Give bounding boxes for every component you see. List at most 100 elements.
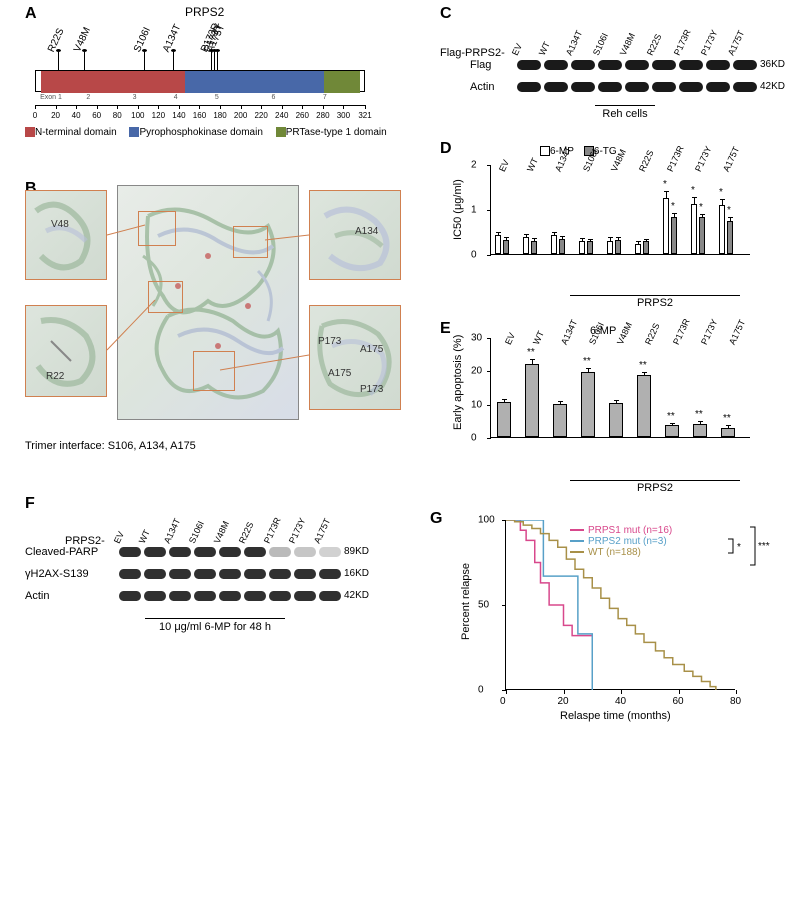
blot-band <box>652 60 676 70</box>
panel-e-ylabel: Early apoptosis (%) <box>452 335 464 430</box>
legend-item: PRTase-type 1 domain <box>276 127 387 138</box>
panel-d-xgroup: PRPS2 <box>570 295 740 309</box>
blot-band <box>169 569 191 579</box>
blot-band <box>544 60 568 70</box>
marker-line <box>214 52 215 70</box>
star: * <box>671 201 675 212</box>
bar <box>693 424 707 437</box>
blot-band <box>319 547 341 557</box>
bar <box>615 240 621 254</box>
xtick: V48M <box>615 321 634 347</box>
blot-band <box>119 591 141 601</box>
axis-tick-label: 321 <box>358 111 371 120</box>
blot-band <box>219 569 241 579</box>
blot-band <box>544 82 568 92</box>
col-label: P173Y <box>699 28 719 57</box>
xtick: 80 <box>730 696 741 707</box>
blot-band <box>244 547 266 557</box>
exon-label: 3 <box>133 94 137 101</box>
panel-e-xgroup: PRPS2 <box>570 480 740 494</box>
xtick: WT <box>525 156 540 173</box>
xtick: WT <box>531 329 546 346</box>
panel-a-title: PRPS2 <box>185 5 224 19</box>
blot-band <box>598 60 622 70</box>
star: ** <box>639 360 647 371</box>
inset-v48-label: V48 <box>51 219 69 230</box>
bar <box>691 204 697 254</box>
row-label: Actin <box>470 81 494 93</box>
col-label: A134T <box>162 517 182 545</box>
exon-label: 6 <box>271 94 275 101</box>
blot-band <box>244 591 266 601</box>
xtick: R22S <box>643 322 662 347</box>
bar <box>523 237 529 254</box>
inset-r22-label: R22 <box>46 371 64 382</box>
bar <box>719 205 725 255</box>
axis-tick-label: 20 <box>51 111 60 120</box>
xtick: 40 <box>615 696 626 707</box>
blot-band <box>144 591 166 601</box>
col-label: A175T <box>726 29 746 57</box>
ytick: 1 <box>471 205 477 216</box>
col-label: EV <box>112 530 126 545</box>
col-label: WT <box>537 40 552 57</box>
bar <box>699 217 705 254</box>
axis-tick-label: 160 <box>193 111 206 120</box>
blot-band <box>219 547 241 557</box>
col-label: V48M <box>212 519 231 545</box>
bar <box>579 241 585 255</box>
xtick: R22S <box>637 149 656 174</box>
row-label: Flag <box>470 59 491 71</box>
svg-text:*: * <box>737 542 741 553</box>
xtick: P173R <box>665 144 686 173</box>
row-label: Cleaved-PARP <box>25 546 98 558</box>
xtick: A175T <box>727 318 747 346</box>
axis-tick-label: 200 <box>234 111 247 120</box>
inset-v48: V48 <box>25 190 107 280</box>
domain-bar <box>41 71 185 93</box>
star: * <box>663 179 667 190</box>
bar <box>609 403 623 437</box>
bar <box>525 364 539 437</box>
blot-band <box>294 547 316 557</box>
col-label: P173Y <box>287 516 307 545</box>
star: ** <box>583 356 591 367</box>
ytick: 20 <box>471 366 482 377</box>
axis-tick-label: 0 <box>33 111 37 120</box>
bar <box>607 241 613 255</box>
axis-tick-label: 40 <box>72 111 81 120</box>
blot-band <box>269 591 291 601</box>
star: ** <box>527 347 535 358</box>
exon-label: 7 <box>323 94 327 101</box>
xtick: 20 <box>558 696 569 707</box>
xtick: EV <box>503 331 517 346</box>
star: * <box>727 205 731 216</box>
blot-band <box>294 569 316 579</box>
panel-f-footer: 10 μg/ml 6-MP for 48 h <box>145 618 285 633</box>
blot-band <box>319 591 341 601</box>
panel-b-structure: V48 R22 A134 P173 A175 <box>25 180 405 470</box>
blot-band <box>706 60 730 70</box>
bar <box>495 235 501 254</box>
row-label: γH2AX-S139 <box>25 568 89 580</box>
axis-tick-label: 300 <box>337 111 350 120</box>
bar <box>721 428 735 437</box>
kd-label: 42KD <box>344 590 369 601</box>
inset-a134: A134 <box>309 190 401 280</box>
axis-tick-label: 260 <box>296 111 309 120</box>
blot-band <box>294 591 316 601</box>
blot-band <box>169 547 191 557</box>
legend-item: WT (n=188) <box>570 547 672 558</box>
star: ** <box>695 409 703 420</box>
inset-a134-label: A134 <box>355 226 378 237</box>
blot-band <box>625 82 649 92</box>
legend-item: PRPS2 mut (n=3) <box>570 536 672 547</box>
blot-band <box>679 82 703 92</box>
xtick: P173Y <box>699 318 719 347</box>
axis-tick-label: 120 <box>152 111 165 120</box>
panel-b-caption: Trimer interface: S106, A134, A175 <box>25 440 196 452</box>
xtick: A175T <box>721 145 741 173</box>
bar <box>643 241 649 254</box>
col-label: S106I <box>187 519 206 545</box>
svg-text:***: *** <box>758 541 770 552</box>
